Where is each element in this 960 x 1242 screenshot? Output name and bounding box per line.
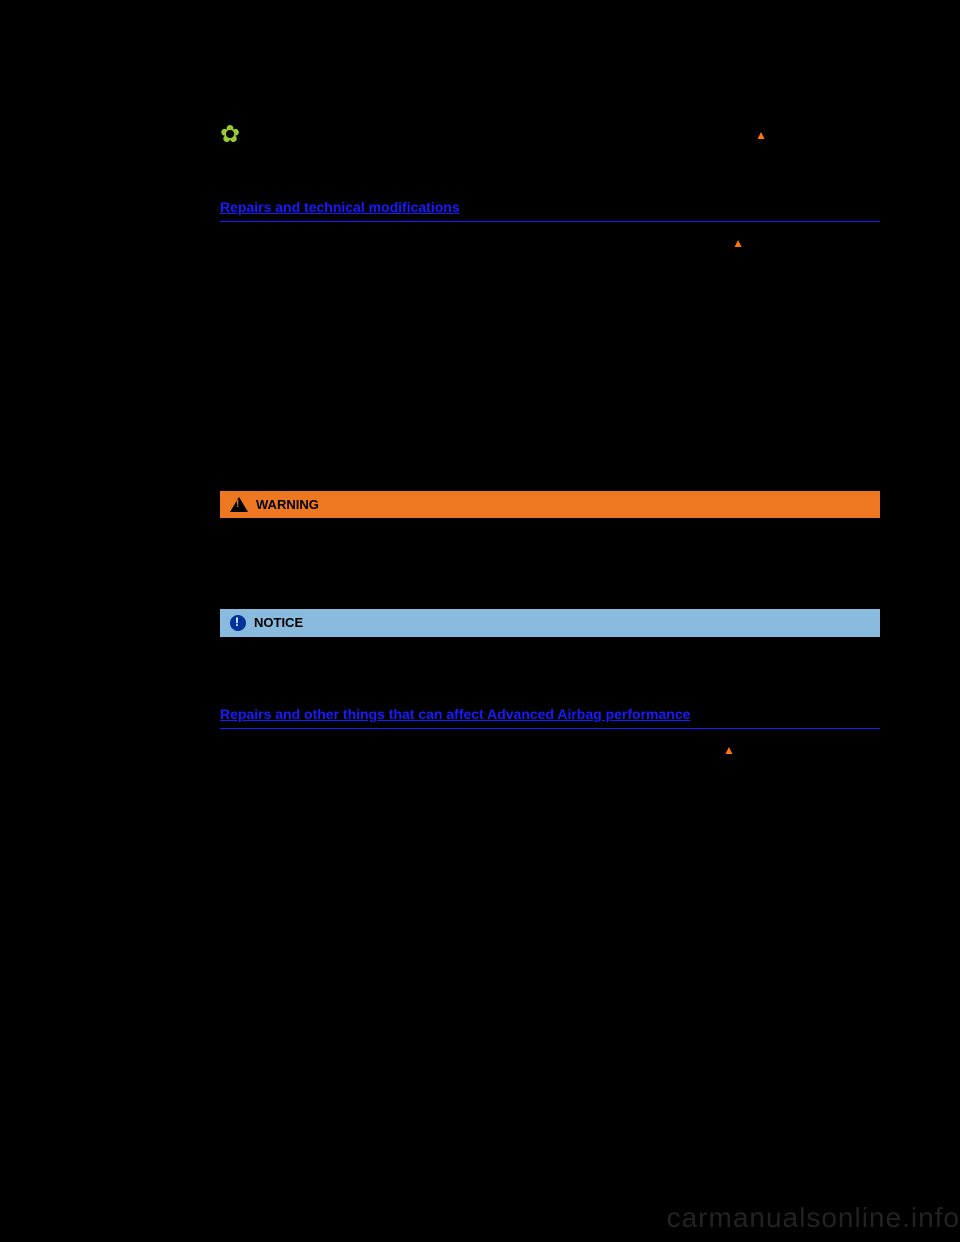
intro-line1: Please first read and note the introduct… — [252, 126, 751, 142]
warning-body: Have repairs and modifications to your v… — [220, 518, 880, 595]
p2-b: . — [739, 741, 743, 757]
intro-text: Please first read and note the introduct… — [252, 124, 775, 145]
warning-header: WARNING — [220, 491, 880, 518]
notice-circle-icon — [230, 615, 246, 631]
warning-box: WARNING Have repairs and modifications t… — [220, 491, 880, 595]
section-heading-repairs: Repairs and technical modifications — [220, 199, 885, 215]
bookmark-flower-icon: ✿ — [220, 120, 240, 149]
body-paragraph: Volkswagen is not responsible for any ve… — [220, 434, 880, 477]
watermark: carmanualsonline.info — [667, 1202, 960, 1234]
p2-a: Please first read and note the introduct… — [220, 741, 723, 757]
body-paragraph: Repairs and modifications must be perfor… — [220, 232, 880, 340]
body-paragraph: Your authorized Volkswagen dealer or aut… — [220, 354, 880, 419]
warning-icon: ▲ — [723, 739, 735, 761]
warning-icon: ▲ — [755, 124, 767, 145]
p1-a: Repairs and modifications must be perfor… — [220, 234, 732, 250]
section-rule — [220, 728, 880, 729]
notice-body: Volkswagen highly recommends an authoriz… — [220, 637, 880, 692]
section-rule — [220, 221, 880, 222]
warning-icon: ▲ — [732, 232, 744, 254]
notice-header: NOTICE — [220, 609, 880, 637]
section-heading-airbag: Repairs and other things that can affect… — [220, 706, 885, 722]
body-paragraph: Please first read and note the introduct… — [220, 739, 880, 761]
warning-triangle-icon — [230, 497, 248, 512]
intro-line2: . — [771, 126, 775, 142]
warning-label: WARNING — [256, 497, 319, 512]
notice-box: NOTICE Volkswagen highly recommends an a… — [220, 609, 880, 692]
notice-label: NOTICE — [254, 615, 303, 630]
